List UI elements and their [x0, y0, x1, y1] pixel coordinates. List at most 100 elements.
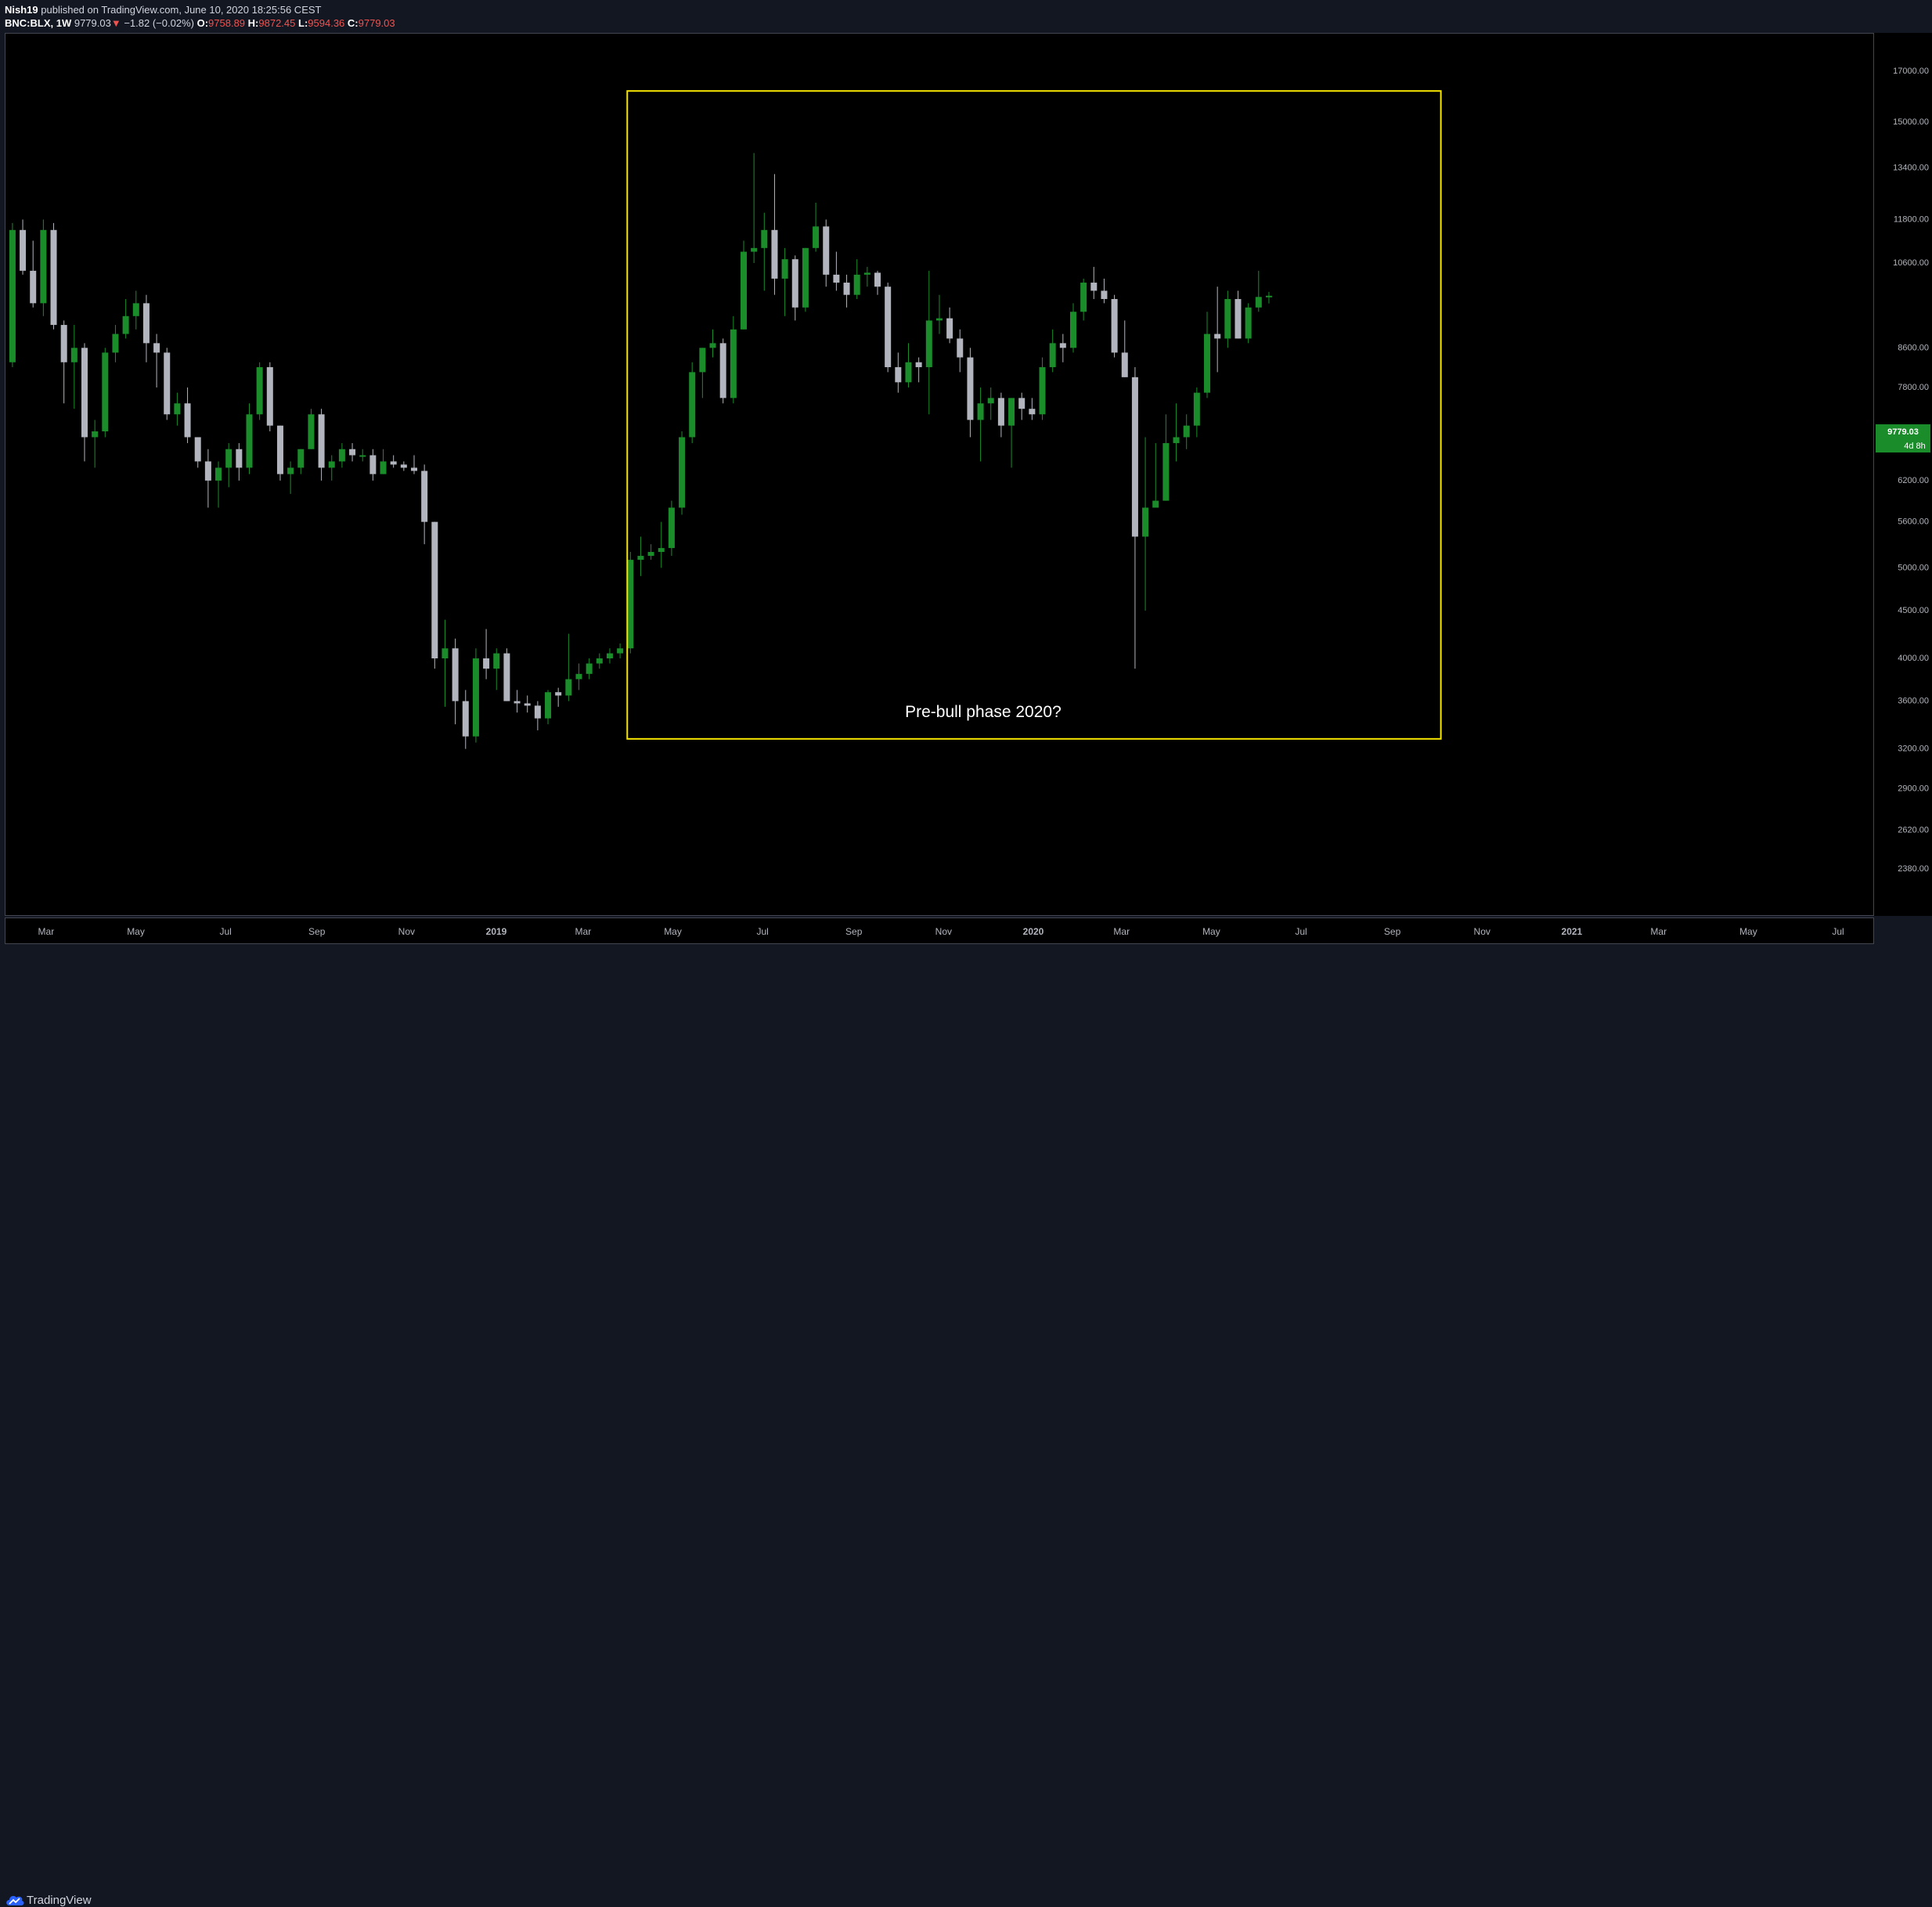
candle-body[interactable] — [977, 403, 984, 420]
candlestick-chart[interactable]: Pre-bull phase 2020? — [5, 34, 1873, 915]
candle-body[interactable] — [1059, 343, 1066, 348]
candle-body[interactable] — [297, 449, 305, 468]
candle-body[interactable] — [112, 333, 119, 353]
candle-body[interactable] — [369, 455, 377, 474]
candle-body[interactable] — [514, 701, 521, 704]
candle-body[interactable] — [524, 703, 531, 706]
candle-body[interactable] — [813, 226, 820, 248]
candle-body[interactable] — [1029, 409, 1036, 415]
candle-body[interactable] — [1255, 297, 1262, 308]
candle-body[interactable] — [153, 343, 160, 353]
candle-body[interactable] — [9, 229, 16, 362]
candle-body[interactable] — [81, 348, 88, 438]
candle-body[interactable] — [1039, 367, 1046, 415]
candle-body[interactable] — [1090, 283, 1098, 291]
candle-body[interactable] — [1214, 333, 1221, 339]
candle-body[interactable] — [1111, 298, 1118, 353]
candle-body[interactable] — [668, 507, 675, 549]
candle-body[interactable] — [586, 663, 593, 674]
candle-body[interactable] — [308, 414, 315, 449]
candle-body[interactable] — [730, 329, 737, 398]
candle-body[interactable] — [946, 318, 953, 339]
candle-body[interactable] — [689, 372, 696, 438]
tradingview-cloud-icon[interactable] — [5, 1893, 25, 1907]
candle-body[interactable] — [194, 437, 201, 462]
candle-body[interactable] — [400, 464, 407, 468]
price-axis[interactable]: 17000.00 15000.00 13400.00 11800.00 10600.00… — [1874, 33, 1932, 916]
candle-body[interactable] — [452, 648, 459, 701]
candle-body[interactable] — [318, 414, 325, 468]
candle-body[interactable] — [709, 343, 716, 348]
candle-body[interactable] — [740, 251, 747, 330]
candle-body[interactable] — [545, 692, 552, 719]
candle-body[interactable] — [1245, 307, 1252, 339]
annotation-text[interactable]: Pre-bull phase 2020? — [905, 703, 1062, 721]
candle-body[interactable] — [925, 320, 932, 368]
candle-body[interactable] — [596, 658, 603, 664]
candle-body[interactable] — [967, 357, 974, 420]
time-axis[interactable]: Mar May Jul Sep Nov 2019 Mar May Jul Sep Nov 2020 Ma… — [5, 917, 1874, 944]
candle-body[interactable] — [328, 461, 335, 468]
candle-body[interactable] — [493, 653, 500, 669]
candle-body[interactable] — [215, 467, 222, 481]
tradingview-brand[interactable]: TradingView — [27, 1894, 92, 1907]
candle-body[interactable] — [1080, 283, 1087, 312]
candle-body[interactable] — [606, 653, 613, 658]
candle-body[interactable] — [719, 343, 726, 398]
candle-body[interactable] — [483, 658, 490, 669]
candle-body[interactable] — [1101, 290, 1108, 299]
candle-body[interactable] — [647, 552, 654, 557]
candle-body[interactable] — [1121, 352, 1128, 377]
candle-body[interactable] — [70, 348, 77, 362]
candle-body[interactable] — [390, 461, 397, 465]
symbol-interval[interactable]: BNC:BLX, 1W — [5, 17, 72, 29]
candle-body[interactable] — [349, 449, 356, 456]
candle-body[interactable] — [266, 367, 273, 426]
candle-body[interactable] — [462, 701, 469, 737]
candle-body[interactable] — [699, 348, 706, 373]
candle-body[interactable] — [843, 283, 850, 295]
candle-body[interactable] — [60, 325, 67, 362]
candle-body[interactable] — [1183, 425, 1190, 438]
candle-body[interactable] — [50, 229, 57, 326]
candle-body[interactable] — [781, 259, 788, 279]
candle-body[interactable] — [997, 398, 1004, 426]
candle-body[interactable] — [256, 367, 263, 415]
candle-body[interactable] — [637, 556, 644, 561]
candle-body[interactable] — [287, 467, 294, 474]
candle-body[interactable] — [1018, 398, 1025, 409]
candle-body[interactable] — [1008, 398, 1015, 426]
candle-body[interactable] — [863, 272, 870, 275]
candle-body[interactable] — [380, 461, 387, 474]
candle-body[interactable] — [132, 303, 139, 316]
candle-body[interactable] — [658, 548, 665, 553]
candle-body[interactable] — [122, 315, 129, 334]
candle-body[interactable] — [1173, 437, 1180, 444]
candle-body[interactable] — [1131, 377, 1138, 537]
candle-body[interactable] — [915, 362, 922, 368]
candle-body[interactable] — [92, 431, 99, 438]
candle-body[interactable] — [823, 226, 830, 275]
candle-body[interactable] — [1142, 507, 1149, 537]
candle-body[interactable] — [1265, 295, 1272, 297]
candle-body[interactable] — [142, 303, 150, 344]
candle-body[interactable] — [679, 437, 686, 508]
candle-body[interactable] — [410, 467, 417, 471]
candle-body[interactable] — [164, 352, 171, 415]
candle-body[interactable] — [957, 338, 964, 358]
candle-body[interactable] — [1162, 443, 1170, 501]
candle-body[interactable] — [276, 425, 283, 474]
candle-body[interactable] — [204, 461, 211, 481]
candle-body[interactable] — [905, 362, 912, 383]
candle-body[interactable] — [40, 229, 47, 304]
candle-body[interactable] — [895, 367, 902, 383]
candle-body[interactable] — [359, 455, 366, 457]
candle-body[interactable] — [791, 259, 798, 308]
chart-pane[interactable]: Pre-bull phase 2020? — [5, 33, 1874, 916]
candle-body[interactable] — [421, 470, 428, 522]
candle-body[interactable] — [987, 398, 994, 404]
candle-body[interactable] — [1204, 333, 1211, 393]
candle-body[interactable] — [102, 352, 109, 432]
candle-body[interactable] — [1224, 298, 1231, 339]
candle-body[interactable] — [1069, 312, 1076, 348]
